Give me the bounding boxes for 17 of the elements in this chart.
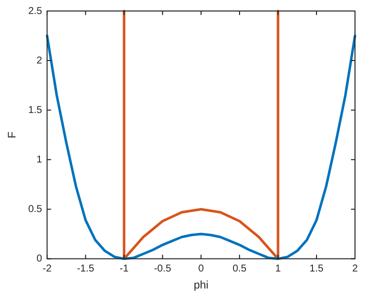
x-tick-label: 0: [198, 264, 204, 275]
x-tick-label: -1: [120, 264, 129, 275]
y-tick-label: 1.5: [28, 104, 43, 116]
y-tick-label: 0: [36, 254, 43, 265]
y-axis-title: F: [6, 131, 19, 138]
x-tick-label: 1: [275, 264, 282, 275]
x-tick-label: 2: [352, 264, 358, 275]
y-tick-label: 0.5: [28, 204, 43, 215]
x-tick-label: 1.5: [310, 264, 324, 275]
y-tick-label: 1: [36, 154, 43, 166]
x-tick-label: 0.5: [232, 264, 247, 275]
y-tick-label: 2.5: [28, 6, 43, 17]
y-tick-label: 2: [36, 55, 43, 66]
x-tick-label: -0.5: [154, 264, 172, 275]
x-axis-title: phi: [194, 279, 208, 292]
x-tick-label: -2: [42, 264, 52, 275]
x-tick-label: -1.5: [76, 264, 95, 275]
